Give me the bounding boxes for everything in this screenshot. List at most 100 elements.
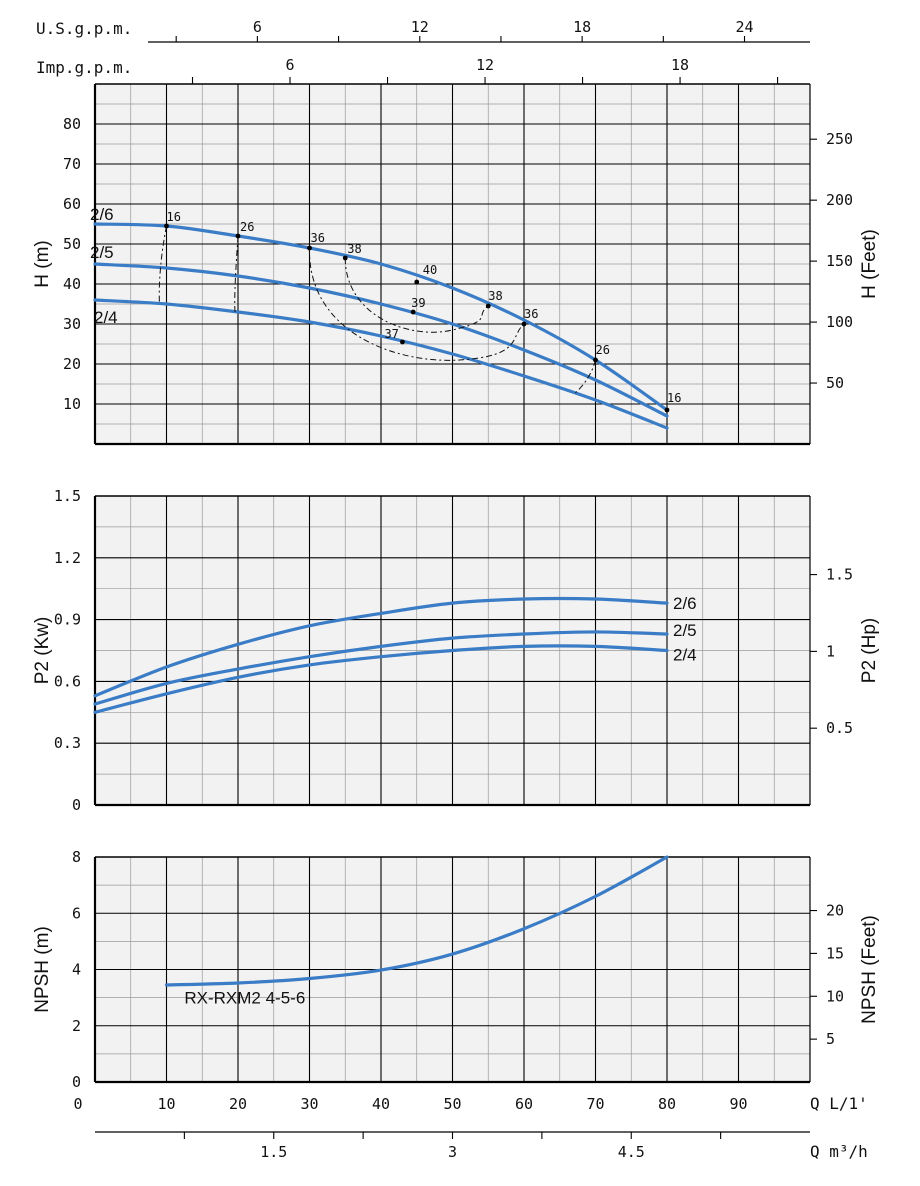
x-tick-label: 70 bbox=[586, 1095, 604, 1113]
y-axis-label: P2 (Kw) bbox=[32, 617, 53, 685]
y-right-tick-label: 1 bbox=[826, 642, 835, 660]
efficiency-curve-36 bbox=[308, 247, 525, 361]
y-right-tick-label: 5 bbox=[826, 1030, 835, 1048]
imp-gpm-tick-label: 18 bbox=[671, 56, 689, 74]
y-right-tick-label: 20 bbox=[826, 902, 844, 920]
us-gpm-tick-label: 6 bbox=[253, 18, 262, 36]
series-line-2-4 bbox=[93, 298, 669, 430]
y-tick-label: 8 bbox=[72, 848, 81, 866]
y-tick-label: 10 bbox=[63, 395, 81, 413]
series-label: 2/5 bbox=[673, 621, 697, 640]
y-right-tick-label: 0.5 bbox=[826, 719, 853, 737]
bottom-flow-axes: 1.5 3 4.5 Q m³/h bbox=[95, 1131, 868, 1161]
x-tick-label: 80 bbox=[658, 1095, 676, 1113]
efficiency-label: 16 bbox=[667, 391, 681, 405]
y-tick-label: 30 bbox=[63, 315, 81, 333]
y-axis-label-right: H (Feet) bbox=[859, 229, 880, 299]
y-tick-label: 0.9 bbox=[54, 611, 81, 629]
y-tick-label: 0.3 bbox=[54, 734, 81, 752]
imp-gpm-tick-label: 12 bbox=[476, 56, 494, 74]
y-tick-label: 20 bbox=[63, 355, 81, 373]
x-axis-label: Q L/1' bbox=[810, 1094, 868, 1113]
efficiency-point bbox=[235, 233, 241, 239]
y-right-tick-label: 10 bbox=[826, 987, 844, 1005]
y-axis-label-right: P2 (Hp) bbox=[859, 618, 880, 683]
efficiency-label: 26 bbox=[240, 220, 254, 234]
efficiency-point bbox=[593, 357, 598, 363]
top-flow-axes: U.S.g.p.m. 6 12 18 24 Imp.g.p.m. 6 12 18 bbox=[36, 18, 810, 84]
y-tick-label: 2 bbox=[72, 1017, 81, 1035]
series-line-2-5 bbox=[93, 262, 669, 418]
efficiency-point bbox=[664, 407, 670, 413]
x-tick-label: 0 bbox=[73, 1095, 82, 1113]
y-tick-label: 1.5 bbox=[54, 487, 81, 505]
efficiency-curve-16-left bbox=[158, 225, 167, 305]
y-right-tick-label: 150 bbox=[826, 252, 853, 270]
y-right-tick-label: 1.5 bbox=[826, 566, 853, 584]
x-tick-label: 30 bbox=[300, 1095, 318, 1113]
y-tick-label: 0 bbox=[72, 1073, 81, 1091]
efficiency-label: 36 bbox=[524, 307, 538, 321]
series-line-npsh bbox=[164, 855, 669, 987]
us-gpm-tick-label: 24 bbox=[735, 18, 753, 36]
y-right-tick-label: 50 bbox=[826, 374, 844, 392]
efficiency-label: 38 bbox=[488, 289, 502, 303]
efficiency-point bbox=[485, 303, 491, 309]
series-line-2-4 bbox=[93, 644, 669, 714]
series-label: 2/4 bbox=[94, 308, 118, 327]
y-axis-label-right: NPSH (Feet) bbox=[859, 915, 880, 1024]
y-tick-label: 50 bbox=[63, 235, 81, 253]
panel-npsh: 0 2 4 6 8 5 10 15 20 NPSH (m) NPSH (Feet) RX-RXM2 4… bbox=[32, 848, 880, 1113]
series-line-2-6 bbox=[93, 596, 669, 698]
x-tick-label: 50 bbox=[443, 1095, 461, 1113]
efficiency-point bbox=[410, 309, 416, 315]
y-tick-label: 80 bbox=[63, 115, 81, 133]
x-tick-label: 40 bbox=[372, 1095, 390, 1113]
y-right-tick-label: 15 bbox=[826, 944, 844, 962]
efficiency-point bbox=[342, 255, 348, 261]
efficiency-point bbox=[414, 279, 420, 285]
series-label: 2/6 bbox=[90, 205, 114, 224]
x-tick-label: 20 bbox=[229, 1095, 247, 1113]
efficiency-curve-26-right bbox=[573, 359, 596, 395]
y-tick-label: 40 bbox=[63, 275, 81, 293]
efficiency-label: 37 bbox=[384, 327, 398, 341]
efficiency-label: 38 bbox=[347, 242, 361, 256]
m3h-axis-label: Q m³/h bbox=[810, 1142, 868, 1161]
efficiency-label: 36 bbox=[311, 231, 325, 245]
y-tick-label: 60 bbox=[63, 195, 81, 213]
panel-power: 0 0.3 0.6 0.9 1.2 1.5 0.5 1 1.5 P2 (Kw) P2 (Hp) 2/6… bbox=[32, 487, 880, 814]
y-tick-label: 1.2 bbox=[54, 549, 81, 567]
imp-gpm-label: Imp.g.p.m. bbox=[36, 58, 132, 77]
series-line-2-6 bbox=[93, 222, 669, 412]
m3h-tick-label: 1.5 bbox=[260, 1143, 287, 1161]
y-axis-label: H (m) bbox=[32, 240, 53, 287]
efficiency-point bbox=[164, 223, 169, 229]
imp-gpm-tick-label: 6 bbox=[286, 56, 295, 74]
x-tick-label: 90 bbox=[729, 1095, 747, 1113]
y-right-tick-label: 200 bbox=[826, 191, 853, 209]
model-annotation: RX-RXM2 4-5-6 bbox=[184, 988, 305, 1007]
y-tick-label: 70 bbox=[63, 155, 81, 173]
y-tick-label: 6 bbox=[72, 904, 81, 922]
panel-head: 10 20 30 40 50 60 70 80 50 100 150 200 250 H (m) H (Fe… bbox=[32, 83, 880, 446]
efficiency-point bbox=[307, 245, 312, 251]
y-axis-label: NPSH (m) bbox=[32, 926, 53, 1013]
us-gpm-tick-label: 12 bbox=[411, 18, 429, 36]
y-tick-label: 0.6 bbox=[54, 672, 81, 690]
us-gpm-tick-label: 18 bbox=[573, 18, 591, 36]
y-right-tick-label: 250 bbox=[826, 130, 853, 148]
m3h-tick-label: 4.5 bbox=[618, 1143, 645, 1161]
x-tick-label: 10 bbox=[157, 1095, 175, 1113]
us-gpm-label: U.S.g.p.m. bbox=[36, 19, 132, 38]
efficiency-curve-26-left bbox=[234, 235, 239, 313]
x-tick-label: 60 bbox=[515, 1095, 533, 1113]
y-tick-label: 4 bbox=[72, 961, 81, 979]
efficiency-label: 39 bbox=[411, 296, 425, 310]
efficiency-label: 16 bbox=[167, 210, 181, 224]
efficiency-label: 40 bbox=[423, 263, 437, 277]
y-right-tick-label: 100 bbox=[826, 313, 853, 331]
series-label: 2/6 bbox=[673, 594, 697, 613]
